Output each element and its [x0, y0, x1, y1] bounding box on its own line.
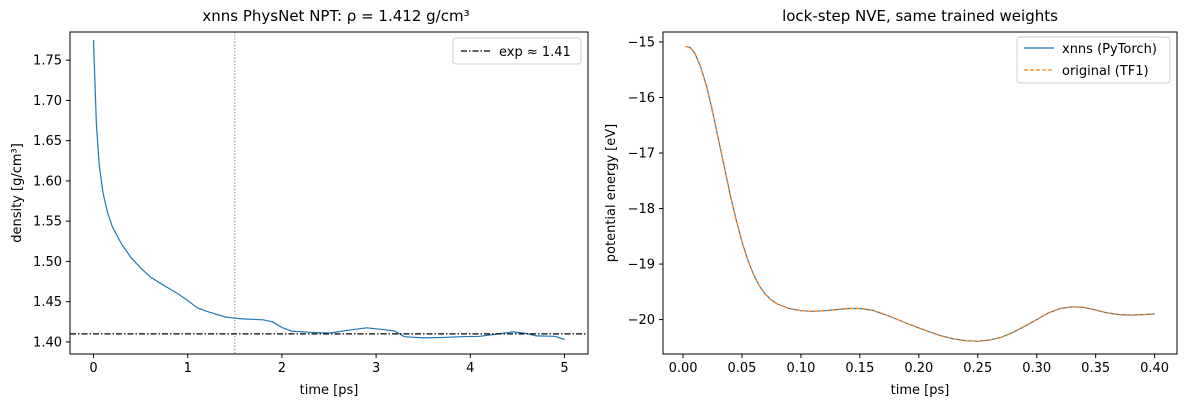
energy-ytick-label: −16 — [628, 91, 655, 106]
density-chart-xlabel: time [ps] — [300, 383, 359, 398]
density-ytick-label: 1.45 — [33, 295, 62, 310]
density-series-line-0 — [92, 40, 565, 341]
density-xtick-label: 3 — [372, 361, 380, 376]
density-chart-title: xnns PhysNet NPT: ρ = 1.412 g/cm³ — [202, 7, 469, 25]
energy-chart-frame — [662, 31, 1178, 355]
density-xtick-label: 1 — [184, 361, 192, 376]
energy-chart-title: lock-step NVE, same trained weights — [782, 7, 1058, 25]
density-chart-ylabel: density [g/cm³] — [10, 143, 25, 243]
density-ytick-label: 1.65 — [33, 134, 62, 149]
density-ytick-label: 1.60 — [33, 174, 62, 189]
energy-chart-ticks: 0.00 0.05 0.10 0.15 0.20 0.25 0.30 0.35 0.40 −15 −… — [628, 35, 1170, 376]
density-chart-legend: exp ≈ 1.41 — [452, 37, 582, 65]
density-xtick-label: 2 — [278, 361, 286, 376]
energy-xtick-label: 0.15 — [845, 361, 874, 376]
energy-chart-ylabel: potential energy [eV] — [604, 124, 619, 262]
density-ytick-label: 1.50 — [33, 255, 62, 270]
density-ytick-label: 1.40 — [33, 335, 62, 350]
energy-chart-series — [685, 45, 1155, 342]
energy-chart: lock-step NVE, same trained weights 0.00… — [604, 7, 1178, 398]
energy-chart-xlabel: time [ps] — [891, 383, 950, 398]
energy-ytick-label: −20 — [628, 313, 655, 328]
density-legend-box — [452, 37, 582, 65]
energy-chart-legend: xnns (PyTorch) original (TF1) — [1016, 36, 1171, 84]
density-xtick-label: 4 — [466, 361, 474, 376]
energy-ytick-label: −19 — [628, 258, 655, 273]
energy-xtick-label: 0.25 — [963, 361, 992, 376]
energy-xtick-label: 0.20 — [904, 361, 933, 376]
density-chart-frame — [69, 31, 589, 355]
energy-series-line-1 — [685, 45, 1155, 342]
energy-xtick-label: 0.40 — [1140, 361, 1169, 376]
density-chart-series — [70, 32, 588, 354]
density-chart: xnns PhysNet NPT: ρ = 1.412 g/cm³ 0 1 2 3 4 5… — [10, 7, 589, 398]
energy-legend-original-label: original (TF1) — [1062, 64, 1149, 79]
energy-xtick-label: 0.10 — [786, 361, 815, 376]
energy-ytick-label: −17 — [628, 147, 655, 162]
density-ytick-label: 1.70 — [33, 94, 62, 109]
energy-xtick-label: 0.35 — [1081, 361, 1110, 376]
energy-xtick-label: 0.05 — [728, 361, 757, 376]
energy-xtick-label: 0.00 — [669, 361, 698, 376]
density-ytick-label: 1.55 — [33, 215, 62, 230]
density-legend-exp-label: exp ≈ 1.41 — [499, 45, 571, 60]
energy-ytick-label: −18 — [628, 202, 655, 217]
energy-ytick-label: −15 — [628, 35, 655, 50]
energy-legend-xnns-label: xnns (PyTorch) — [1062, 42, 1157, 57]
density-ytick-label: 1.75 — [33, 54, 62, 69]
density-xtick-label: 0 — [89, 361, 97, 376]
energy-legend-box — [1016, 36, 1171, 84]
energy-xtick-label: 0.30 — [1022, 361, 1051, 376]
density-chart-ticks: 0 1 2 3 4 5 1.40 1.45 1.50 1.55 1.60 1.65 1.70 1.75 — [33, 54, 569, 376]
density-xtick-label: 5 — [560, 361, 568, 376]
